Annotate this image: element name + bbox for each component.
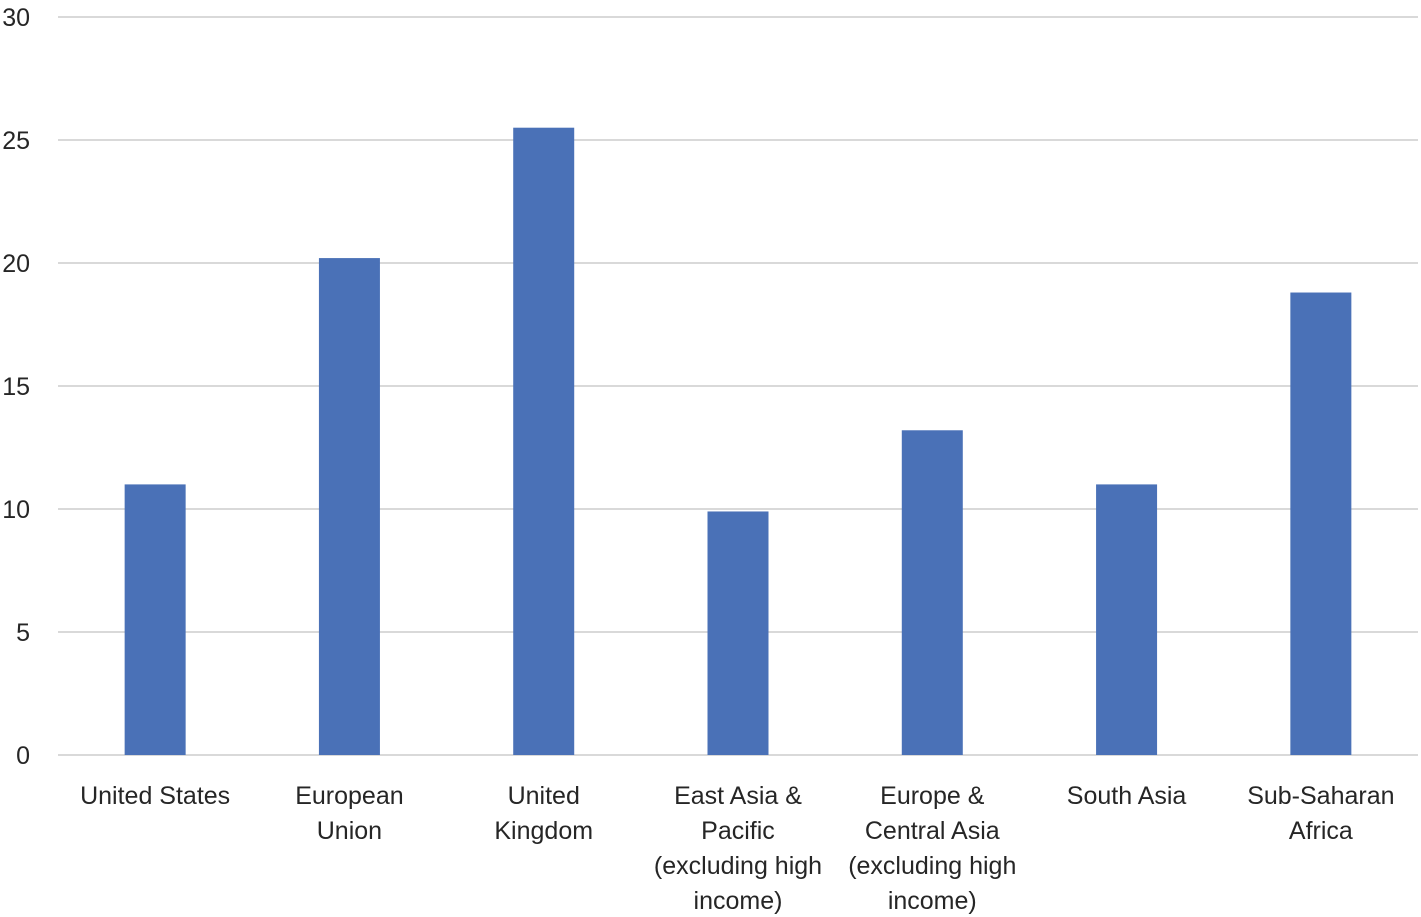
x-category-label-line: Africa xyxy=(1289,817,1353,845)
x-category-label-line: United xyxy=(508,782,580,810)
x-category-label: Sub-Saharan Africa xyxy=(1247,782,1394,845)
x-category-label-line: Central Asia xyxy=(865,817,1000,845)
x-category-label: Europe & Central Asia (excluding high incom… xyxy=(848,782,1016,915)
y-tick-label: 5 xyxy=(16,619,30,647)
x-category-label: East Asia & Pacific (excluding high income) xyxy=(654,782,822,915)
x-category-label-line: (excluding high xyxy=(848,852,1016,880)
y-tick-label: 0 xyxy=(16,742,30,770)
x-category-label-line: East Asia & xyxy=(674,782,802,810)
x-category-label-line: Kingdom xyxy=(494,817,593,845)
x-category-label-line: income) xyxy=(694,887,783,915)
bar xyxy=(513,127,575,755)
x-category-label-line: Pacific xyxy=(701,817,775,845)
bar xyxy=(707,511,769,755)
bar xyxy=(1290,292,1352,755)
y-tick-label: 10 xyxy=(2,496,30,524)
bar xyxy=(124,484,186,755)
x-category-label-line: Europe & xyxy=(880,782,985,810)
x-category-label-line: Sub-Saharan xyxy=(1247,782,1394,810)
x-category-label-line: United States xyxy=(80,782,230,810)
bar xyxy=(318,258,380,755)
x-category-label: United States xyxy=(80,782,230,810)
bars xyxy=(124,127,1352,755)
y-axis-ticks: 0 5 10 15 20 25 30 xyxy=(2,4,30,770)
x-category-label: South Asia xyxy=(1067,782,1187,810)
bar xyxy=(1096,484,1158,755)
y-tick-label: 15 xyxy=(2,373,30,401)
x-category-label-line: income) xyxy=(888,887,977,915)
x-category-label: United Kingdom xyxy=(494,782,593,845)
y-tick-label: 30 xyxy=(2,4,30,32)
x-category-label-line: (excluding high xyxy=(654,852,822,880)
y-tick-label: 20 xyxy=(2,250,30,278)
x-category-label-line: Union xyxy=(317,817,382,845)
bar xyxy=(901,430,963,755)
y-tick-label: 25 xyxy=(2,127,30,155)
gridlines xyxy=(58,16,1418,756)
x-category-label-line: South Asia xyxy=(1067,782,1187,810)
x-axis-labels: United States European Union United Kingdom E… xyxy=(80,782,1394,915)
x-category-label: European Union xyxy=(295,782,403,845)
x-category-label-line: European xyxy=(295,782,403,810)
